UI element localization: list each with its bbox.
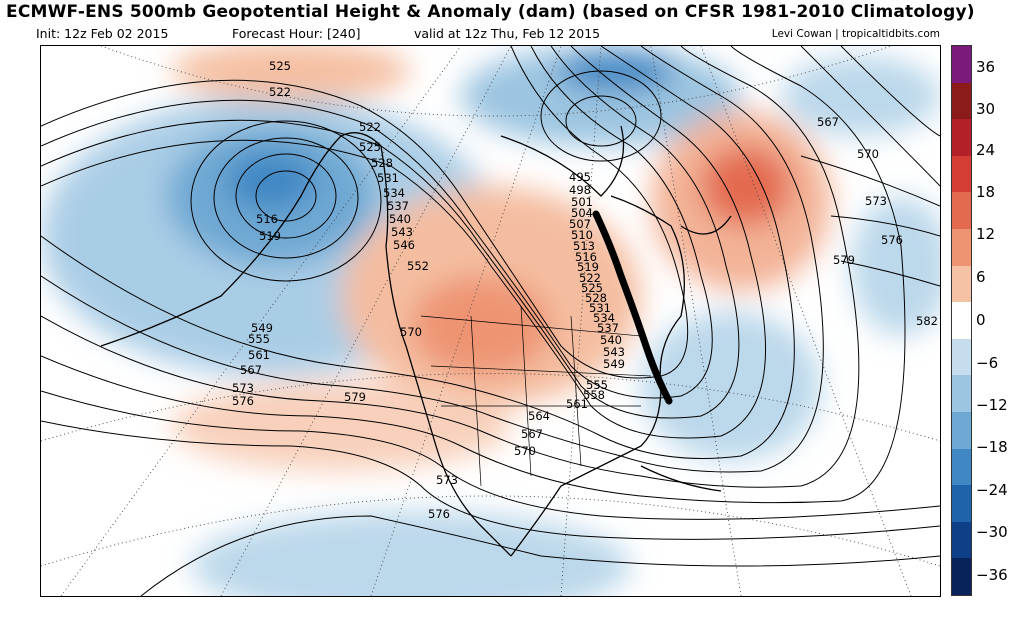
contour-label: 573 [232,381,254,395]
colorbar-swatch [952,558,971,596]
contour-label: 576 [428,507,450,521]
colorbar-swatch [952,119,971,157]
contour-label: 495 [569,170,591,184]
contour-labels: 525 522 522 525 528 531 534 537 540 543 … [232,59,938,521]
colorbar-tick-label: 12 [976,225,996,243]
contour-label: 513 [573,239,595,253]
contour-label: 531 [377,171,399,185]
colorbar-swatch [952,46,971,84]
contour-label: 582 [916,314,938,328]
contour-label: 537 [597,321,619,335]
state-borders [420,305,652,487]
contour-label: 576 [232,394,254,408]
height-contours [41,46,940,596]
colorbar-swatch [952,412,971,450]
colorbar-swatch [952,229,971,267]
colorbar-tick-label: −18 [976,438,1008,456]
colorbar-tick-label: 0 [976,311,986,329]
colorbar-swatch [952,338,971,376]
contour-label: 531 [589,301,611,315]
init-time: Init: 12z Feb 02 2015 [36,26,169,41]
colorbar-tick-label: −6 [976,354,999,372]
contour-label: 549 [251,321,273,335]
contour-label: 564 [528,409,550,423]
contour-label: 498 [569,183,591,197]
contour-label: 573 [436,473,458,487]
colorbar-tick-label: 36 [976,58,996,76]
contour-label: 534 [593,311,615,325]
colorbar-swatch [952,485,971,523]
credit-text: Levi Cowan | tropicaltidbits.com [771,28,940,40]
map-panel: 525 522 522 525 528 531 534 537 540 543 … [40,45,941,597]
colorbar-tick-label: −12 [976,396,1008,414]
contour-label: 519 [259,229,281,243]
colorbar-swatch [952,302,971,340]
colorbar-tick-label: −30 [976,523,1008,541]
colorbar-swatch [952,82,971,120]
contour-label: 507 [569,217,591,231]
colorbar-swatch [952,521,971,559]
colorbar-tick-label: −24 [976,481,1008,499]
contour-label: 525 [359,140,381,154]
contour-label: 522 [579,271,601,285]
contour-label: 522 [359,120,381,134]
contour-label: 561 [566,397,588,411]
contour-label: 516 [575,250,597,264]
colorbar-swatch [952,448,971,486]
colorbar-swatch [952,375,971,413]
contour-label: 558 [583,388,605,402]
contour-label: 555 [248,332,270,346]
contour-label: 576 [881,233,903,247]
forecast-hour: Forecast Hour: [240] [232,26,361,41]
contour-label: 570 [514,444,536,458]
contour-label: 561 [248,348,270,362]
contour-label: 552 [407,259,429,273]
trough-axis-line [592,210,673,405]
graticule [41,46,940,596]
contour-label: 528 [585,291,607,305]
contour-label: 543 [391,225,413,239]
contour-label: 567 [521,427,543,441]
colorbar-swatch [952,155,971,193]
contour-label: 567 [240,363,262,377]
contour-label: 519 [577,260,599,274]
contour-label: 528 [371,156,393,170]
contour-label: 543 [603,345,625,359]
contour-label: 570 [400,325,422,339]
anomaly-shading [41,46,940,596]
contour-label: 522 [269,85,291,99]
contour-label: 579 [344,390,366,404]
colorbar-tick-label: 30 [976,100,996,118]
contour-label: 555 [586,378,608,392]
contour-label: 549 [603,357,625,371]
contour-label: 501 [571,195,593,209]
mexico-anomaly [191,511,631,596]
contour-label: 567 [817,115,839,129]
contour-label: 504 [571,206,593,220]
colorbar-tick-label: −36 [976,566,1008,584]
contour-label: 546 [393,238,415,252]
contour-label: 540 [600,333,622,347]
chart-title: ECMWF-ENS 500mb Geopotential Height & An… [6,2,975,22]
contour-label: 579 [833,253,855,267]
contour-label: 525 [581,281,603,295]
colorbar-swatch [952,265,971,303]
contour-label: 516 [256,212,278,226]
colorbar [951,45,972,596]
contour-label: 534 [383,186,405,200]
contour-label: 573 [865,194,887,208]
contour-label: 510 [571,228,593,242]
colorbar-tick-label: 24 [976,141,996,159]
valid-time: valid at 12z Thu, Feb 12 2015 [414,26,601,41]
map-canvas: 525 522 522 525 528 531 534 537 540 543 … [41,46,940,596]
colorbar-tick-label: 6 [976,268,986,286]
contour-label: 540 [389,212,411,226]
contour-label: 570 [857,147,879,161]
colorbar-tick-label: 18 [976,183,996,201]
contour-label: 537 [387,199,409,213]
contour-label: 525 [269,59,291,73]
colorbar-swatch [952,192,971,230]
